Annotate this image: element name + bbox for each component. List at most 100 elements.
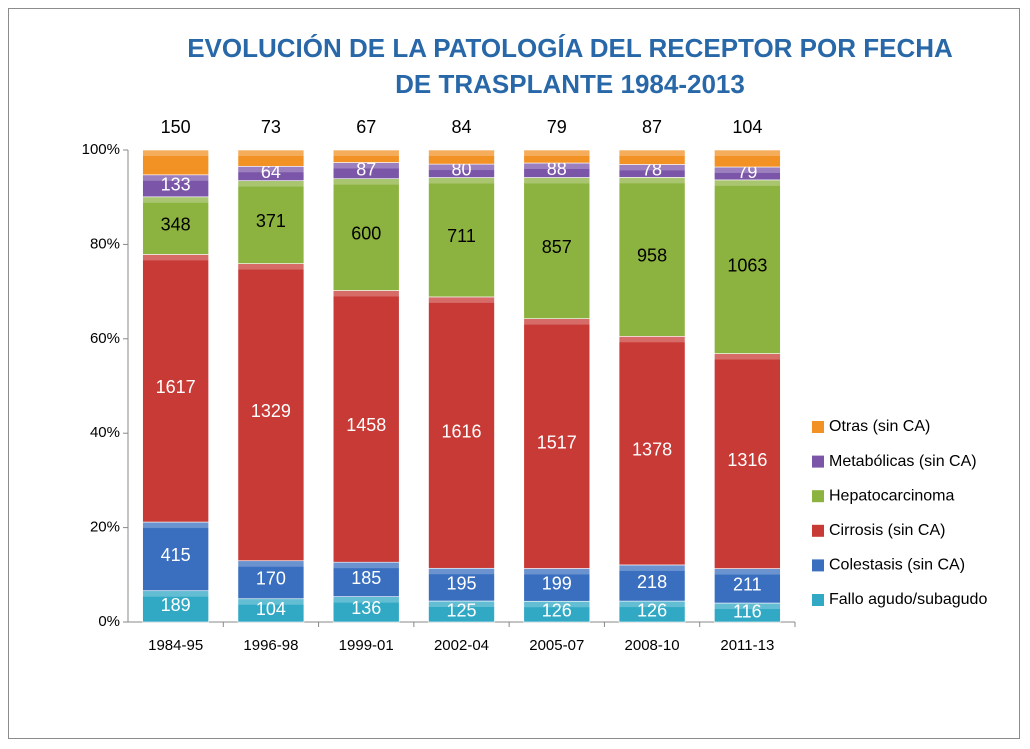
bar-shine [714,603,781,610]
bar-segment [428,149,495,165]
x-tick-label: 1984-95 [148,637,203,654]
data-label: 600 [351,223,381,243]
bar-shine [142,174,209,181]
legend-swatch [812,455,824,468]
bar-segment [618,336,686,566]
bar-shine [333,596,400,603]
data-label: 125 [446,600,476,620]
data-label: 170 [256,568,286,588]
bar-shine [428,568,495,575]
y-tick-label: 100% [82,141,120,158]
data-label: 88 [547,159,567,179]
legend-swatch [812,490,824,503]
data-label: 80 [451,160,471,180]
bar-shine [237,180,304,187]
bar-segment [714,353,781,569]
data-label: 1063 [727,255,767,275]
data-label: 87 [356,159,376,179]
bar-segment [142,521,209,592]
x-tick-label: 2005-07 [529,637,584,654]
bar-segment [523,149,591,164]
bar-shine [619,601,686,608]
bar-shine [428,296,495,303]
y-tick-label: 20% [90,519,120,536]
y-tick-label: 0% [98,613,120,630]
bar-shine [237,598,304,605]
bar-shine [714,353,781,360]
data-label: 199 [542,574,572,594]
bar-segment [618,177,686,337]
bar-segment [237,263,305,562]
bar-shine [333,290,400,297]
data-label: 64 [261,162,281,182]
data-label: 126 [542,600,572,620]
data-label: 1616 [441,421,481,441]
data-label: 150 [161,117,191,137]
x-tick-label: 2002-04 [434,637,489,654]
bar-segment [714,149,781,168]
bar-shine [237,150,304,156]
x-tick-label: 1996-98 [243,637,298,654]
data-label: 126 [637,600,667,620]
bar-segment [142,254,209,523]
data-label: 1617 [156,377,196,397]
bar-shine [142,196,209,203]
bar-shine [523,150,590,156]
bar-shine [237,560,304,567]
bar-shine [619,150,686,156]
data-label: 711 [447,226,476,246]
chart-title: EVOLUCIÓN DE LA PATOLOGÍA DEL RECEPTOR P… [187,33,953,99]
bar-segment [237,560,305,600]
y-tick-label: 40% [90,424,120,441]
data-label: 1316 [727,450,767,470]
x-tick-label: 2011-13 [720,637,774,654]
bar-segment [237,180,305,264]
legend-label: Otras (sin CA) [829,418,930,435]
data-label: 185 [351,568,381,588]
data-label: 348 [161,214,191,234]
bar-shine [333,178,400,185]
legend-label: Fallo agudo/subagudo [829,591,987,608]
data-label: 79 [547,117,567,137]
data-label: 73 [261,117,281,137]
data-label: 67 [356,117,376,137]
bar-shine [428,150,495,156]
bar-shine [333,162,400,169]
data-label: 1329 [251,401,291,421]
bar-shine [428,177,495,184]
bar-shine [714,568,781,575]
bar-shine [333,150,400,156]
bar-segment [332,178,400,291]
data-label: 133 [161,175,191,195]
data-label: 104 [732,117,762,137]
y-tick-label: 60% [90,330,120,347]
legend-swatch [812,594,824,606]
bar-shine [619,177,686,184]
bar-segment [618,149,686,165]
data-label: 1458 [346,415,386,435]
bar-segment [428,177,495,298]
legend-label: Cirrosis (sin CA) [829,522,945,539]
data-label: 211 [733,575,762,595]
bar-segment [332,149,400,163]
bar-shine [237,166,304,173]
bar-shine [523,163,590,170]
bar-segment [714,179,781,354]
bar-shine [142,522,209,529]
data-label: 1378 [632,439,672,459]
data-label: 415 [161,545,191,565]
bar-shine [333,562,400,569]
bar-segment [428,567,495,602]
data-label: 218 [637,572,667,592]
bar-shine [428,601,495,608]
bar-segment [142,196,209,255]
bar-segment [142,149,209,176]
bar-shine [714,150,781,156]
bar-shine [619,164,686,171]
bar-shine [714,179,781,186]
y-tick-label: 80% [90,235,120,252]
legend-swatch [812,421,824,433]
bar-shine [142,150,209,156]
